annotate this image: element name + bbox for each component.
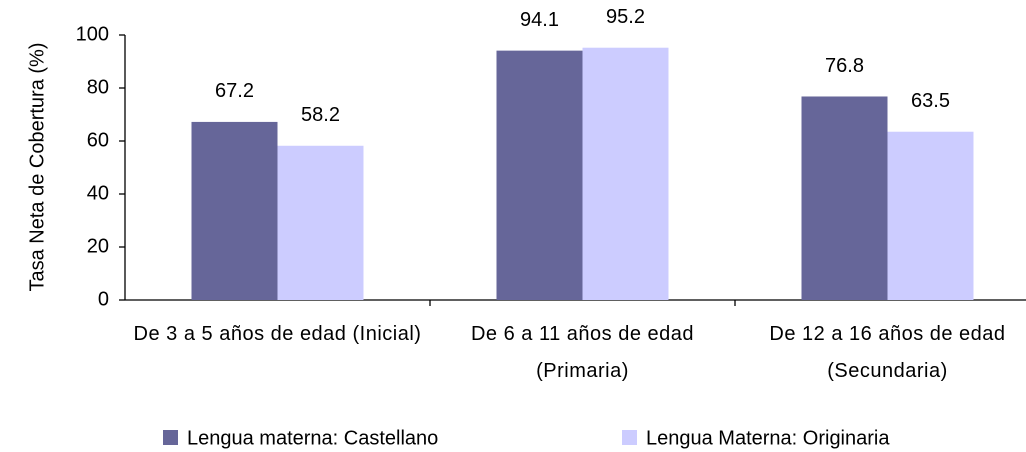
bar: [887, 131, 974, 300]
legend-label: Lengua Materna: Originaria: [646, 427, 890, 449]
bar: [801, 96, 888, 300]
value-label: 58.2: [301, 104, 340, 126]
legend-label: Lengua materna: Castellano: [187, 427, 438, 449]
bar: [496, 50, 583, 301]
value-label: 76.8: [825, 55, 864, 77]
value-label: 95.2: [606, 6, 645, 28]
y-axis-label: Tasa Neta de Cobertura (%): [26, 42, 48, 291]
y-tick-label: 20: [87, 235, 109, 257]
bar: [582, 47, 669, 300]
bar: [191, 121, 278, 300]
bar: [277, 145, 364, 300]
x-tick-label: De 3 a 5 años de edad (Inicial): [133, 323, 422, 345]
value-label: 63.5: [911, 90, 950, 112]
y-tick-label: 80: [87, 76, 109, 98]
legend-swatch: [163, 430, 178, 445]
y-tick-label: 60: [87, 129, 109, 151]
value-label: 94.1: [520, 9, 559, 31]
value-label: 67.2: [215, 80, 254, 102]
x-tick-label: De 12 a 16 años de edad (Secundaria): [769, 323, 1006, 382]
y-tick-label: 0: [98, 288, 109, 310]
y-tick-label: 40: [87, 182, 109, 204]
y-tick-label: 100: [76, 23, 109, 45]
x-tick-label: De 6 a 11 años de edad (Primaria): [470, 323, 695, 382]
legend-swatch: [622, 430, 637, 445]
